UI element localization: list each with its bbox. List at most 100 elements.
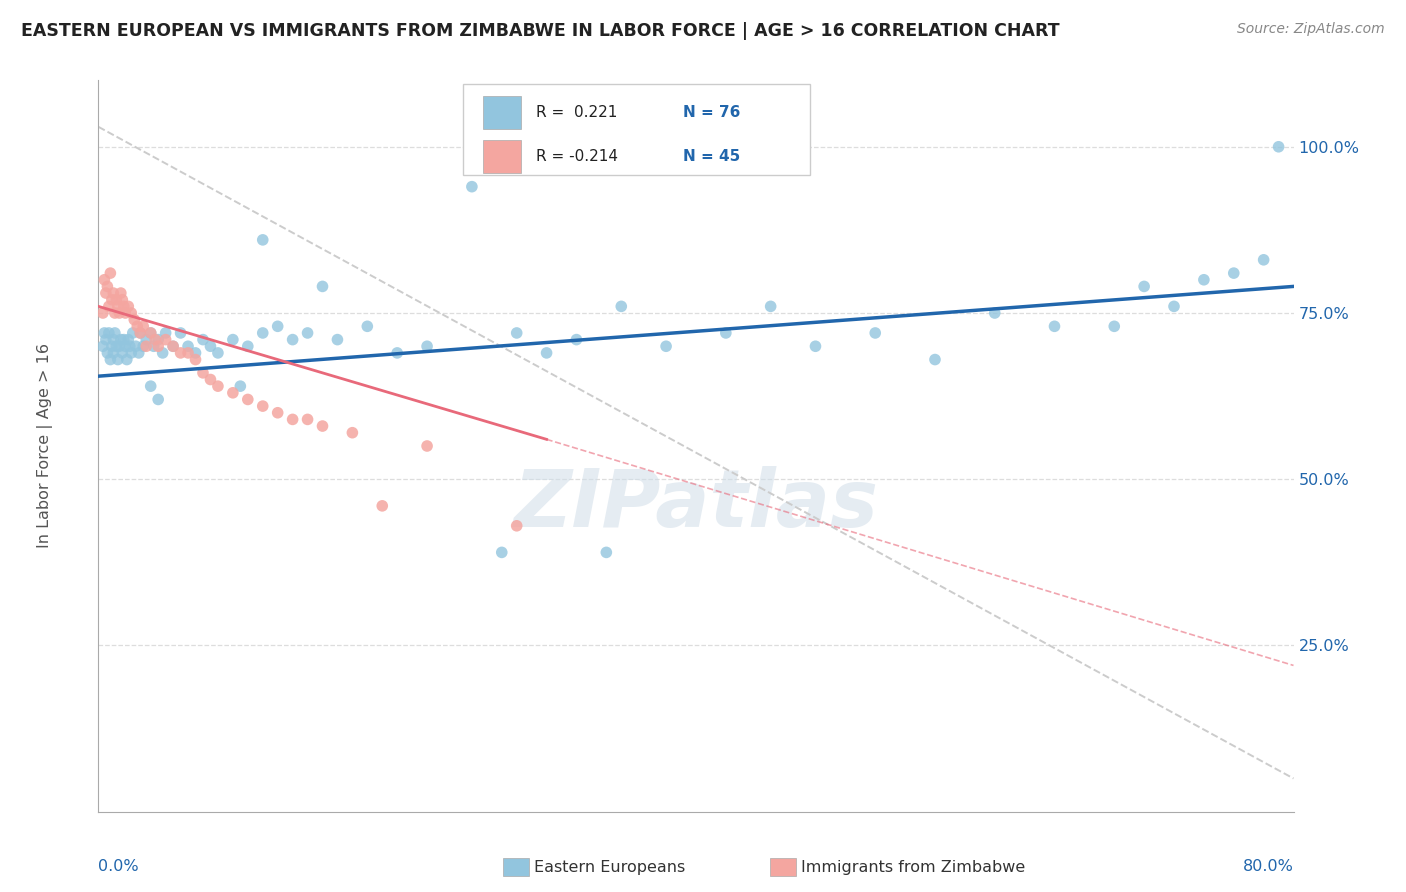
- Point: [139, 379, 162, 393]
- Point: [267, 319, 290, 334]
- Point: [222, 333, 245, 347]
- FancyBboxPatch shape: [484, 140, 522, 173]
- Point: [184, 346, 207, 360]
- Point: [297, 412, 319, 426]
- Point: [169, 346, 191, 360]
- Point: [506, 518, 529, 533]
- Point: [236, 392, 259, 407]
- Point: [1133, 279, 1156, 293]
- Point: [924, 352, 946, 367]
- Text: EASTERN EUROPEAN VS IMMIGRANTS FROM ZIMBABWE IN LABOR FORCE | AGE > 16 CORRELATI: EASTERN EUROPEAN VS IMMIGRANTS FROM ZIMB…: [21, 22, 1060, 40]
- Point: [120, 306, 142, 320]
- Text: N = 45: N = 45: [683, 149, 740, 164]
- Point: [94, 286, 117, 301]
- Point: [104, 306, 127, 320]
- Point: [135, 339, 157, 353]
- Text: Source: ZipAtlas.com: Source: ZipAtlas.com: [1237, 22, 1385, 37]
- Text: Immigrants from Zimbabwe: Immigrants from Zimbabwe: [801, 860, 1025, 874]
- Point: [416, 339, 439, 353]
- Point: [103, 346, 125, 360]
- Point: [93, 326, 115, 340]
- Point: [129, 326, 152, 340]
- Point: [97, 326, 120, 340]
- Point: [111, 346, 134, 360]
- Text: N = 76: N = 76: [683, 105, 740, 120]
- Point: [311, 279, 333, 293]
- Point: [114, 306, 136, 320]
- Point: [162, 339, 184, 353]
- Point: [135, 333, 157, 347]
- Point: [1192, 273, 1215, 287]
- Point: [110, 333, 132, 347]
- Point: [148, 339, 170, 353]
- Point: [108, 339, 131, 353]
- Text: In Labor Force | Age > 16: In Labor Force | Age > 16: [37, 343, 52, 549]
- Point: [177, 339, 200, 353]
- Point: [200, 339, 222, 353]
- Point: [96, 279, 118, 293]
- Point: [371, 499, 394, 513]
- Point: [252, 399, 274, 413]
- Point: [108, 306, 131, 320]
- Point: [297, 326, 319, 340]
- Point: [118, 339, 141, 353]
- Point: [610, 299, 633, 313]
- Point: [107, 299, 129, 313]
- Point: [169, 326, 191, 340]
- Point: [124, 312, 146, 326]
- Point: [252, 326, 274, 340]
- Point: [103, 333, 125, 347]
- Point: [155, 326, 177, 340]
- Point: [139, 326, 162, 340]
- Point: [93, 273, 115, 287]
- Point: [104, 326, 127, 340]
- Point: [112, 299, 135, 313]
- Point: [132, 319, 155, 334]
- Point: [229, 379, 252, 393]
- Point: [139, 326, 162, 340]
- Point: [281, 412, 304, 426]
- Point: [267, 406, 290, 420]
- Point: [94, 333, 117, 347]
- Point: [101, 339, 124, 353]
- Point: [655, 339, 678, 353]
- Text: R =  0.221: R = 0.221: [536, 105, 617, 120]
- Point: [103, 286, 125, 301]
- Point: [506, 326, 529, 340]
- Point: [984, 306, 1007, 320]
- Point: [114, 339, 136, 353]
- Point: [1163, 299, 1185, 313]
- Point: [107, 352, 129, 367]
- Point: [148, 333, 170, 347]
- Point: [207, 379, 229, 393]
- Point: [105, 339, 128, 353]
- Text: 0.0%: 0.0%: [98, 859, 139, 874]
- Point: [101, 293, 124, 307]
- Point: [565, 333, 588, 347]
- Point: [125, 339, 148, 353]
- Point: [356, 319, 378, 334]
- Point: [184, 352, 207, 367]
- Point: [416, 439, 439, 453]
- Point: [115, 352, 138, 367]
- Point: [191, 366, 214, 380]
- Point: [148, 392, 170, 407]
- Text: R = -0.214: R = -0.214: [536, 149, 617, 164]
- Point: [117, 333, 139, 347]
- Point: [97, 299, 120, 313]
- Point: [100, 352, 122, 367]
- Text: 80.0%: 80.0%: [1243, 859, 1294, 874]
- Text: Eastern Europeans: Eastern Europeans: [534, 860, 686, 874]
- Point: [311, 419, 333, 434]
- Point: [155, 333, 177, 347]
- Point: [200, 372, 222, 386]
- Point: [132, 339, 155, 353]
- Point: [1253, 252, 1275, 267]
- Point: [461, 179, 484, 194]
- Point: [207, 346, 229, 360]
- FancyBboxPatch shape: [463, 84, 810, 176]
- Point: [91, 339, 114, 353]
- Point: [236, 339, 259, 353]
- Point: [1104, 319, 1126, 334]
- Point: [865, 326, 887, 340]
